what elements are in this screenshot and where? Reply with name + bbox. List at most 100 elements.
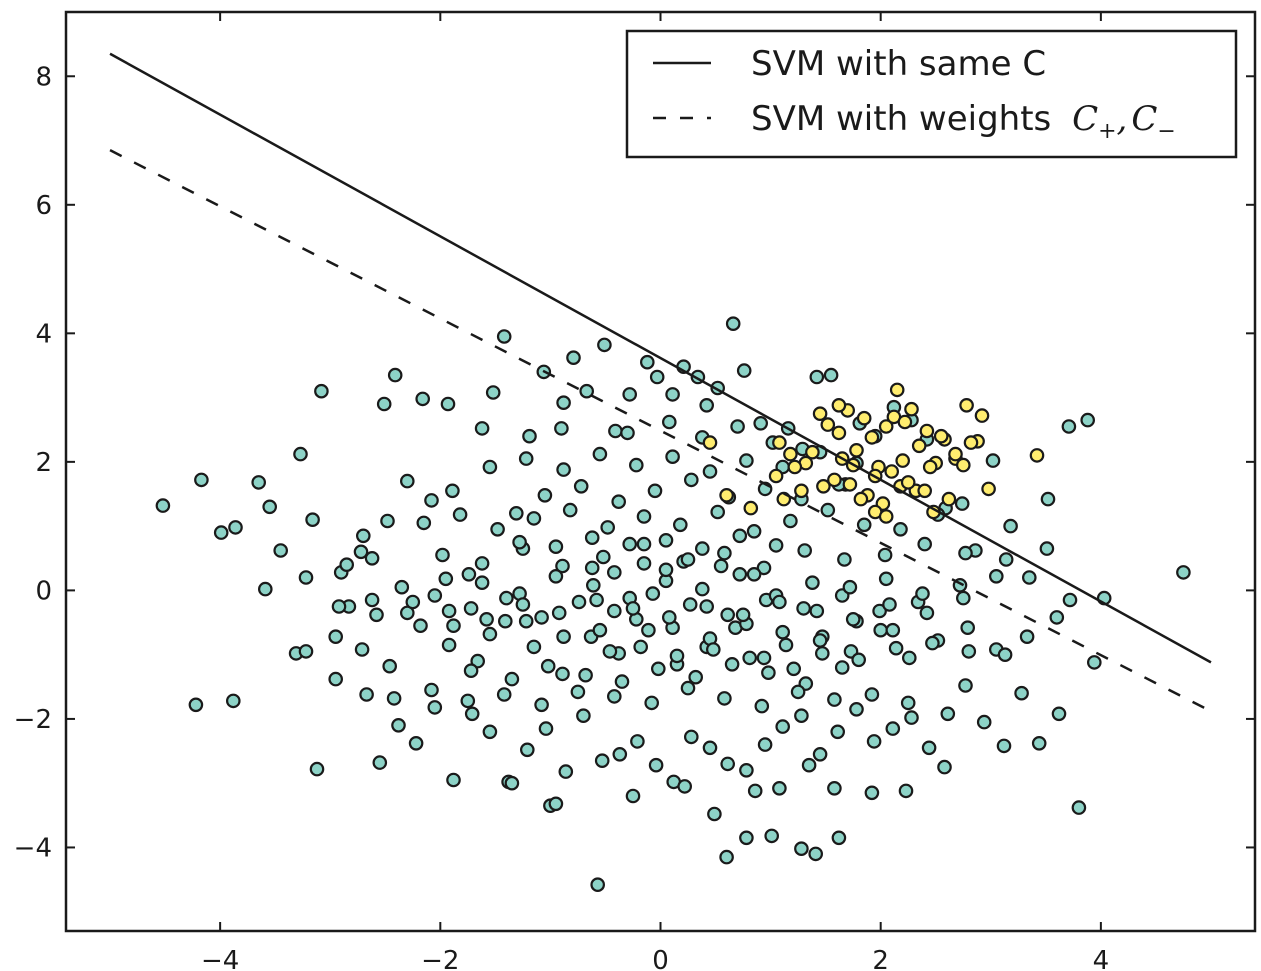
data-point [786,661,801,677]
data-point [353,544,369,560]
data-point [720,607,735,623]
data-point [424,682,439,698]
legend-math-subscript-minus: − [1157,119,1175,144]
y-tick-label: 2 [35,448,52,478]
data-point [925,635,940,651]
data-point [548,568,564,584]
data-point [787,459,803,475]
data-point [305,512,320,527]
data-point [518,613,534,629]
data-point [597,337,612,353]
x-tick-label: −2 [421,946,459,971]
data-point [794,841,809,856]
data-point [463,663,479,678]
data-point [794,708,809,723]
data-point [636,556,652,571]
data-point [761,665,776,680]
data-point [474,575,490,590]
data-point [917,483,932,499]
data-point [816,478,831,494]
data-point [446,618,461,633]
data-point [775,719,790,734]
data-point [717,545,732,561]
data-point [405,594,421,610]
data-point [739,830,754,846]
data-point [996,738,1012,754]
data-point [298,570,314,585]
data-point [809,369,825,385]
data-point [194,472,209,488]
data-point [988,568,1004,584]
x-tick-label: 0 [652,946,669,971]
data-point [812,746,828,762]
data-point [273,543,288,558]
data-point [682,597,698,612]
legend: SVM with same C SVM with weights C+, C− [625,29,1238,159]
data-point [463,601,479,616]
data-point [328,629,343,644]
data-point [648,757,664,773]
data-point [522,428,537,444]
data-point [579,383,594,399]
data-point [228,520,243,535]
data-point [873,622,888,638]
data-point [1051,706,1067,722]
data-point [661,610,677,625]
data-point [713,558,729,574]
data-point [878,419,894,434]
data-point [331,599,347,614]
x-tick-label: −4 [201,946,239,971]
data-point [600,520,615,535]
data-point [548,539,564,554]
data-point [904,710,919,725]
data-point [376,396,392,412]
data-point [537,487,553,503]
data-point [702,740,718,756]
data-point [856,517,872,533]
data-point [571,594,587,610]
data-point [683,729,699,745]
data-point [842,477,858,492]
data-point [814,646,830,661]
data-point [790,684,806,700]
data-point [464,706,480,722]
data-point [725,316,741,331]
data-point [864,430,880,445]
data-point [518,451,534,466]
data-point [628,457,644,473]
x-tick-label: 2 [872,946,889,971]
y-tick-label: 6 [35,191,52,221]
axis-ticks-layer: −4 −2 0 2 4 −4 −2 0 2 4 6 8 [14,12,1255,971]
data-point [633,639,648,655]
data-point [606,565,622,580]
legend-label-weights-text: SVM with weights [751,99,1051,139]
data-point [538,721,554,736]
data-point [354,642,370,657]
data-point [595,549,611,565]
data-point [387,367,403,383]
data-point [963,435,979,450]
data-point [1003,518,1018,534]
data-point [364,550,380,566]
data-point [882,597,897,612]
data-point [540,658,556,674]
data-point [1029,448,1045,463]
data-point [1176,565,1191,580]
data-point [644,695,659,711]
data-point [974,408,990,423]
data-point [1061,419,1077,434]
data-point [720,756,735,772]
data-point [594,753,610,768]
data-point [976,714,992,730]
legend-label-same-c: SVM with same C [751,44,1046,84]
data-point [677,779,692,794]
data-point [479,611,494,627]
data-point [328,671,343,687]
data-point [955,457,971,473]
data-point [606,603,622,619]
data-point [499,590,514,606]
data-point [608,423,623,439]
data-point [1049,610,1065,625]
data-point [775,624,790,640]
data-point [864,687,880,702]
